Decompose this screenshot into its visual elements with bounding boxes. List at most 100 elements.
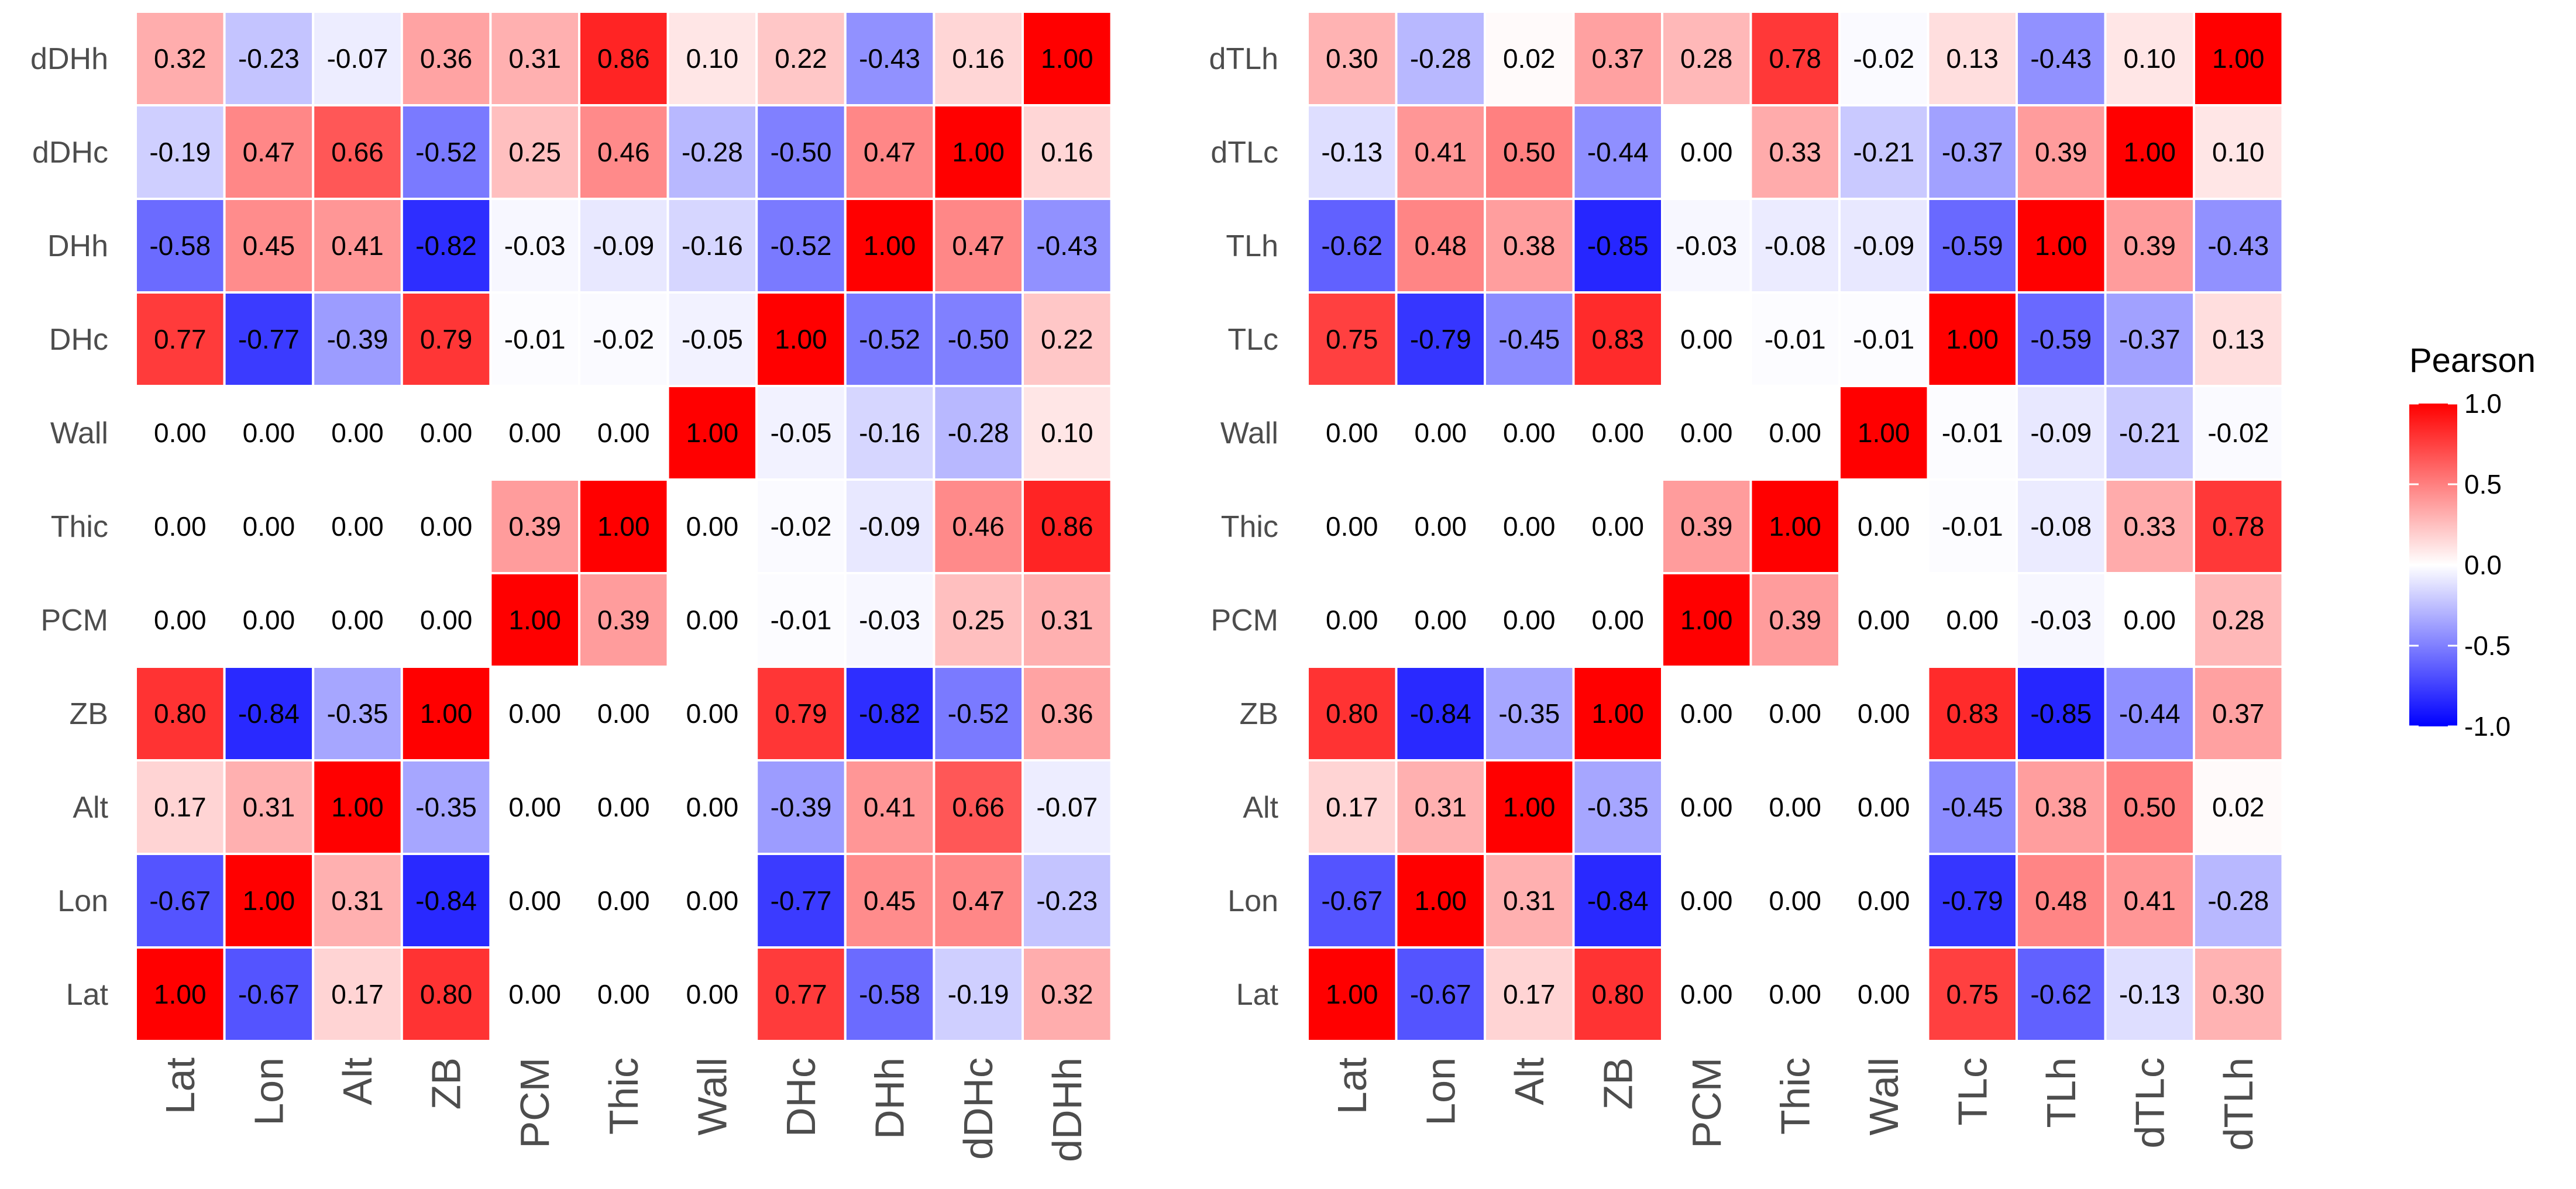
heatmap-cell [312, 759, 403, 855]
cell-value-label: 0.00 [1680, 792, 1733, 822]
cell-value-label: 0.31 [1414, 792, 1467, 822]
cell-value-label: 0.48 [1414, 230, 1467, 261]
cell-value-label: -0.39 [771, 792, 832, 822]
heatmap-cell [135, 198, 226, 294]
cell-value-label: 0.31 [331, 885, 384, 916]
cell-value-label: 0.39 [1680, 511, 1733, 542]
cell-value-label: 1.00 [1326, 979, 1378, 1009]
heatmap-cell [1749, 291, 1841, 387]
cell-value-label: 0.79 [420, 324, 473, 354]
cell-value-label: -0.82 [415, 230, 477, 261]
cell-value-label: 0.31 [1041, 605, 1093, 635]
heatmap-cell [312, 385, 403, 481]
heatmap-cell [1927, 666, 2018, 761]
cell-value-label: 0.41 [1414, 137, 1467, 167]
x-tick-label: Thic [1772, 1057, 1818, 1135]
heatmap-cell [1395, 759, 1486, 855]
y-tick-label: TLc [1227, 323, 1278, 357]
cell-value-label: 0.00 [686, 979, 739, 1009]
cell-value-label: 1.00 [864, 230, 916, 261]
cell-value-label: 0.31 [243, 792, 295, 822]
y-tick-label: dTLh [1209, 42, 1278, 76]
y-tick-label: Thic [1221, 510, 1278, 544]
cell-value-label: 0.66 [952, 792, 1005, 822]
heatmap-cell [933, 572, 1024, 668]
heatmap-cell [312, 853, 403, 949]
heatmap-cell [135, 11, 226, 106]
heatmap-cell [1927, 11, 2018, 106]
heatmap-cell [844, 198, 936, 294]
cell-value-label: 0.86 [597, 43, 650, 74]
cell-value-label: 1.00 [420, 698, 473, 729]
cell-value-label: 0.00 [508, 418, 561, 448]
heatmap-cell [312, 291, 403, 387]
heatmap-cell [844, 385, 936, 481]
cell-value-label: 0.00 [1414, 605, 1467, 635]
cell-value-label: -0.09 [859, 511, 920, 542]
heatmap-cell [755, 104, 847, 200]
heatmap-panel-right: 0.30 -0.28 0.02 0.37 0.28 0.78 -0.02 0.13 -0.43 0… [1209, 11, 2284, 1151]
cell-value-label: -0.23 [1036, 885, 1098, 916]
cell-value-label: 0.41 [864, 792, 916, 822]
y-tick-label: ZB [70, 697, 108, 731]
heatmap-cell [1395, 572, 1486, 668]
cell-value-label: 1.00 [1946, 324, 1999, 354]
cell-value-label: 0.80 [154, 698, 207, 729]
cell-value-label: -0.19 [149, 137, 211, 167]
cell-value-label: 0.00 [1680, 418, 1733, 448]
x-tick-label: ZB [424, 1057, 469, 1109]
heatmap-cell [755, 946, 847, 1042]
cell-value-label: 0.41 [2123, 885, 2176, 916]
cell-value-label: -0.45 [1498, 324, 1560, 354]
heatmap-cell [844, 572, 936, 668]
cell-value-label: 0.16 [952, 43, 1005, 74]
cell-value-label: 0.00 [1326, 605, 1378, 635]
heatmap-cell [578, 478, 669, 574]
heatmap-cell [1838, 853, 1930, 949]
heatmap-cell [1572, 198, 1663, 294]
heatmap-cell [1572, 666, 1663, 761]
heatmap-cell [1022, 946, 1113, 1042]
heatmap-cell [1395, 853, 1486, 949]
cell-value-label: -0.01 [1942, 511, 2003, 542]
heatmap-cell [1749, 478, 1841, 574]
heatmap-cell [1022, 198, 1113, 294]
heatmap-cell [844, 478, 936, 574]
heatmap-cell [755, 759, 847, 855]
heatmap-cell [1395, 198, 1486, 294]
cell-value-label: -0.08 [1765, 230, 1826, 261]
heatmap-cell [1484, 11, 1575, 106]
y-tick-label: ZB [1240, 697, 1278, 731]
y-tick-label: Lat [1236, 978, 1279, 1012]
cell-value-label: 0.45 [864, 885, 916, 916]
cell-value-label: -0.45 [1942, 792, 2003, 822]
pearson-legend: Pearson 1.0 0.5 0.0 -0.5 -1.0 [2409, 342, 2536, 742]
cell-value-label: 1.00 [1591, 698, 1644, 729]
cell-value-label: 0.00 [331, 605, 384, 635]
cell-value-label: -0.28 [2207, 885, 2269, 916]
heatmap-cell [1661, 11, 1752, 106]
cell-value-label: 0.47 [864, 137, 916, 167]
cell-value-label: 0.10 [2123, 43, 2176, 74]
heatmap-cell [2104, 11, 2195, 106]
cell-value-label: -0.58 [149, 230, 211, 261]
heatmap-cell [489, 104, 581, 200]
cell-value-label: 0.39 [508, 511, 561, 542]
cell-value-label: -0.01 [1853, 324, 1914, 354]
heatmap-cell [1838, 11, 1930, 106]
heatmap-cell [1927, 759, 2018, 855]
cell-value-label: 0.00 [154, 605, 207, 635]
heatmap-cell [135, 666, 226, 761]
cell-value-label: 0.00 [508, 885, 561, 916]
cell-value-label: 1.00 [1858, 418, 1910, 448]
cell-value-label: 0.00 [154, 418, 207, 448]
cell-value-label: 0.00 [686, 885, 739, 916]
cell-value-label: 0.10 [1041, 418, 1093, 448]
heatmap-cell [844, 291, 936, 387]
cell-value-label: 0.47 [952, 230, 1005, 261]
cell-value-label: -0.28 [682, 137, 743, 167]
heatmap-cell [1927, 385, 2018, 481]
heatmap-cell [933, 11, 1024, 106]
heatmap-cell [2016, 946, 2107, 1042]
heatmap-cell [400, 572, 492, 668]
